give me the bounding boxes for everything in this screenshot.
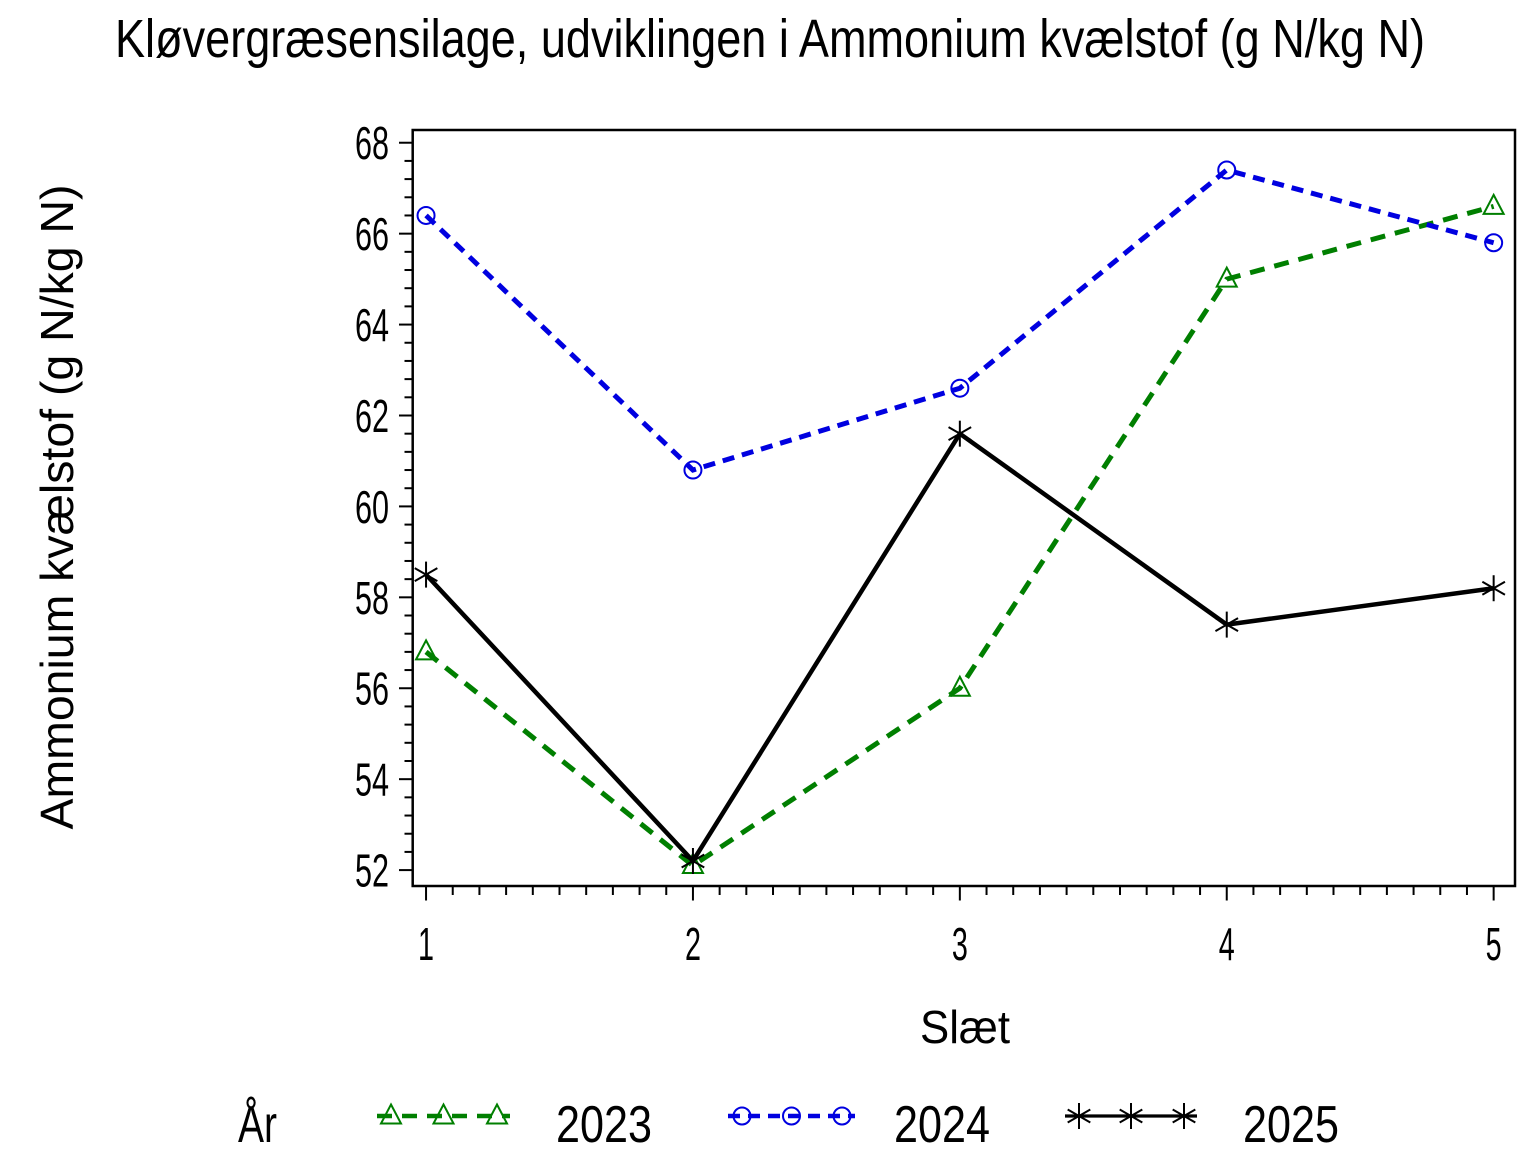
chart-title: Kløvergræsensilage, udviklingen i Ammoni… xyxy=(115,9,1425,69)
triangle-marker xyxy=(414,638,438,661)
star-marker xyxy=(1172,1108,1196,1124)
legend-label-2024: 2024 xyxy=(894,1096,990,1152)
star-marker xyxy=(1481,580,1506,596)
x-axis-label: Slæt xyxy=(920,1001,1010,1053)
circle-marker xyxy=(1217,160,1237,180)
y-tick-label: 68 xyxy=(355,117,389,169)
y-tick-label: 62 xyxy=(355,390,389,442)
circle-marker xyxy=(1484,233,1504,253)
circle-marker xyxy=(683,460,703,480)
legend-item-2024: 2024 xyxy=(728,1096,990,1152)
circle-marker xyxy=(732,1106,752,1126)
triangle-marker xyxy=(485,1102,509,1125)
legend-label-2025: 2025 xyxy=(1243,1096,1339,1152)
series-2023 xyxy=(414,192,1506,875)
star-marker xyxy=(1214,617,1239,632)
x-tick-label: 3 xyxy=(952,918,968,970)
star-marker xyxy=(681,853,705,869)
y-tick-label: 58 xyxy=(355,572,389,624)
legend: År 2023 2024 2025 xyxy=(238,1096,1339,1152)
legend-item-2023: 2023 xyxy=(377,1096,652,1152)
x-tick-label: 2 xyxy=(685,918,701,970)
series-line-2024 xyxy=(424,167,1495,473)
triangle-marker xyxy=(431,1102,456,1125)
legend-title: År xyxy=(238,1096,277,1152)
star-marker xyxy=(414,567,438,582)
circle-marker xyxy=(416,205,436,225)
star-marker xyxy=(1067,1108,1091,1124)
triangle-marker xyxy=(379,1102,403,1125)
legend-label-2023: 2023 xyxy=(556,1096,652,1152)
x-tick-label: 1 xyxy=(418,918,434,970)
y-tick-label: 64 xyxy=(355,299,389,351)
series-2024 xyxy=(416,160,1504,480)
triangle-marker xyxy=(948,674,972,697)
plot-frame xyxy=(411,128,1517,888)
x-tick-label: 5 xyxy=(1486,918,1502,970)
triangle-marker xyxy=(1215,265,1239,288)
circle-marker xyxy=(782,1106,801,1126)
series-2025 xyxy=(414,420,1506,874)
circle-marker xyxy=(832,1106,852,1126)
plot-area: 52 54 56 58 60 62 64 66 68 1 2 3 4 5 xyxy=(355,117,1517,970)
legend-items: 2023 2024 2025 xyxy=(377,1096,1339,1152)
triangle-marker xyxy=(1481,192,1506,215)
y-tick-label: 52 xyxy=(355,845,389,897)
y-tick-label: 56 xyxy=(355,663,389,715)
star-marker xyxy=(1119,1108,1143,1124)
series-line-2023 xyxy=(424,203,1495,869)
series-line-2025 xyxy=(424,430,1494,865)
y-tick-label: 54 xyxy=(355,754,389,806)
y-tick-label: 60 xyxy=(355,481,389,533)
y-axis-label: Ammonium kvælstof (g N/kg N) xyxy=(31,185,83,830)
legend-item-2025: 2025 xyxy=(1065,1096,1339,1152)
star-marker xyxy=(948,426,972,442)
x-tick-label: 4 xyxy=(1219,918,1235,970)
y-tick-label: 66 xyxy=(355,208,389,260)
circle-marker xyxy=(950,378,970,398)
